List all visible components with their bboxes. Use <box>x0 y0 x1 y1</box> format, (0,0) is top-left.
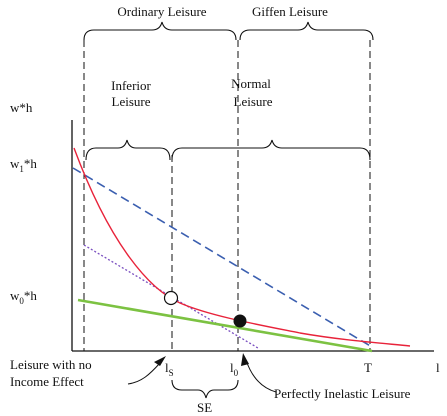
perfectly-inelastic-label: Perfectly Inelastic Leisure <box>274 386 411 401</box>
inferior-leisure-label-line2: Leisure <box>112 94 151 109</box>
inferior-leisure-brace <box>85 139 171 161</box>
giffen-leisure-brace <box>239 21 374 41</box>
red-indifference-curve <box>73 147 411 347</box>
se-label: SE <box>197 400 212 415</box>
inelastic-point-marker <box>233 314 247 328</box>
y-axis-label-wh: w*h <box>10 100 33 115</box>
no-income-effect-label-line2: Income Effect <box>10 374 84 389</box>
no-income-effect-label-line1: Leisure with no <box>10 357 92 372</box>
perfectly-inelastic-arrowhead <box>241 353 249 366</box>
giffen-leisure-label: Giffen Leisure <box>252 4 328 19</box>
x-axis-end-label: l <box>436 360 440 375</box>
x-label-ls: lS <box>165 360 174 378</box>
y-axis-label-w1h: w1*h <box>10 156 37 174</box>
normal-leisure-brace <box>171 139 371 161</box>
y-axis-label-w0h: w0*h <box>10 288 37 306</box>
ordinary-leisure-brace <box>83 21 237 41</box>
no-income-effect-arrow <box>127 362 161 385</box>
blue-budget-line <box>72 167 373 348</box>
normal-leisure-label-line2: Leisure <box>234 94 273 109</box>
x-label-l0: l0 <box>230 360 239 378</box>
no-income-effect-arrowhead <box>154 356 166 366</box>
se-brace <box>171 379 239 399</box>
x-label-t: T <box>364 360 372 375</box>
ordinary-leisure-label: Ordinary Leisure <box>117 4 206 19</box>
green-budget-line <box>77 298 373 353</box>
inferior-leisure-label-line1: Inferior <box>111 78 151 93</box>
normal-leisure-label-line1: Normal <box>231 76 271 91</box>
substitution-point-marker <box>163 290 179 306</box>
perfectly-inelastic-arrow <box>245 359 277 393</box>
